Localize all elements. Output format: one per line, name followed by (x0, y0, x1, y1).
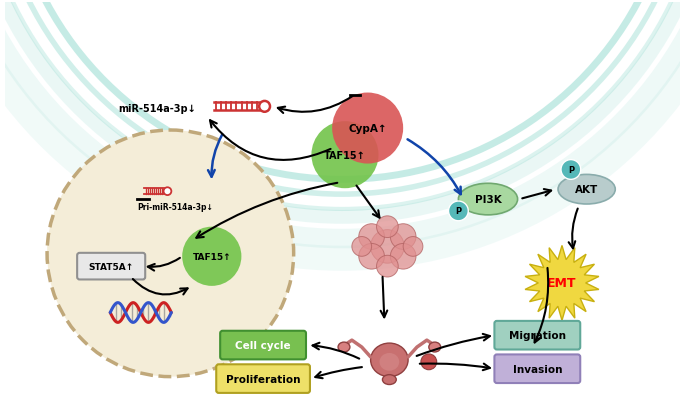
Circle shape (390, 244, 416, 270)
FancyBboxPatch shape (495, 321, 580, 350)
Text: Cell cycle: Cell cycle (235, 340, 291, 350)
Circle shape (312, 122, 379, 189)
Ellipse shape (382, 375, 396, 384)
Circle shape (359, 224, 384, 250)
Ellipse shape (338, 342, 350, 352)
Text: P: P (456, 207, 462, 216)
Circle shape (182, 227, 241, 286)
Ellipse shape (429, 342, 440, 352)
FancyBboxPatch shape (495, 355, 580, 383)
Circle shape (359, 244, 384, 270)
Text: Proliferation: Proliferation (226, 374, 300, 384)
Circle shape (259, 102, 270, 112)
Ellipse shape (458, 184, 518, 215)
Text: EMT: EMT (547, 277, 577, 290)
Circle shape (371, 230, 404, 263)
Text: PI3K: PI3K (475, 195, 501, 204)
Circle shape (47, 131, 294, 377)
FancyBboxPatch shape (77, 253, 145, 280)
Text: P: P (568, 166, 574, 175)
Polygon shape (525, 246, 599, 321)
FancyBboxPatch shape (220, 331, 306, 360)
Text: Invasion: Invasion (512, 364, 562, 374)
FancyBboxPatch shape (216, 364, 310, 393)
Text: TAF15↑: TAF15↑ (324, 151, 366, 160)
Text: miR-514a-3p↓: miR-514a-3p↓ (119, 104, 197, 114)
Ellipse shape (371, 343, 408, 377)
Ellipse shape (558, 175, 615, 204)
Text: TAF15↑: TAF15↑ (192, 252, 231, 261)
Text: Pri-miR-514a-3p↓: Pri-miR-514a-3p↓ (138, 203, 213, 212)
Circle shape (377, 256, 398, 277)
Circle shape (449, 202, 469, 221)
Ellipse shape (379, 353, 399, 371)
Text: CypA↑: CypA↑ (349, 124, 387, 134)
Circle shape (421, 354, 437, 370)
Circle shape (403, 237, 423, 257)
Text: STAT5A↑: STAT5A↑ (88, 262, 134, 271)
Text: AKT: AKT (575, 185, 598, 195)
Circle shape (377, 216, 398, 238)
Circle shape (390, 224, 416, 250)
Text: Migration: Migration (509, 330, 566, 340)
Circle shape (352, 237, 371, 257)
Circle shape (332, 93, 403, 164)
Circle shape (561, 160, 581, 180)
Circle shape (164, 188, 171, 196)
